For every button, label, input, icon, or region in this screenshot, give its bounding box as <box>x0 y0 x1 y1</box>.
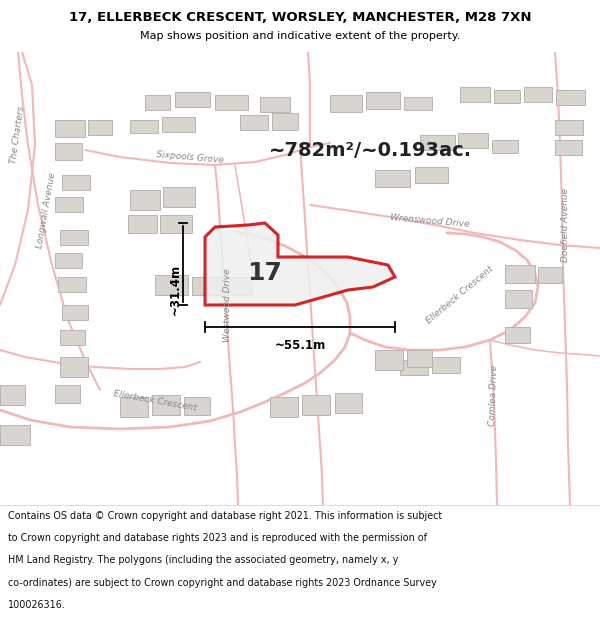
Polygon shape <box>60 230 88 245</box>
Polygon shape <box>192 277 222 295</box>
Polygon shape <box>60 357 88 377</box>
Text: 17, ELLERBECK CRESCENT, WORSLEY, MANCHESTER, M28 7XN: 17, ELLERBECK CRESCENT, WORSLEY, MANCHES… <box>69 11 531 24</box>
Polygon shape <box>432 357 460 373</box>
Polygon shape <box>62 175 90 190</box>
Polygon shape <box>524 87 552 102</box>
Polygon shape <box>130 120 158 133</box>
Text: Doefield Avenue: Doefield Avenue <box>560 188 569 262</box>
Polygon shape <box>88 120 112 135</box>
Text: ~31.4m: ~31.4m <box>169 264 182 315</box>
Text: HM Land Registry. The polygons (including the associated geometry, namely x, y: HM Land Registry. The polygons (includin… <box>8 556 398 566</box>
Polygon shape <box>55 120 85 137</box>
Polygon shape <box>375 170 410 187</box>
Polygon shape <box>62 305 88 320</box>
Polygon shape <box>130 190 160 210</box>
Text: Map shows position and indicative extent of the property.: Map shows position and indicative extent… <box>140 31 460 41</box>
Polygon shape <box>152 395 180 415</box>
Polygon shape <box>458 133 488 148</box>
Polygon shape <box>302 395 330 415</box>
Polygon shape <box>555 140 582 155</box>
Text: Longwall Avenue: Longwall Avenue <box>35 171 57 249</box>
Polygon shape <box>260 97 290 112</box>
Polygon shape <box>375 350 403 370</box>
Polygon shape <box>505 290 532 308</box>
Polygon shape <box>555 120 583 135</box>
Polygon shape <box>55 197 83 212</box>
Polygon shape <box>270 397 298 417</box>
Text: ~55.1m: ~55.1m <box>274 339 326 352</box>
Text: Ellerbeck Crescent: Ellerbeck Crescent <box>425 264 495 326</box>
Text: Westwood Drive: Westwood Drive <box>223 268 233 342</box>
Polygon shape <box>155 275 188 295</box>
Text: Wrenswood Drive: Wrenswood Drive <box>390 213 470 229</box>
Polygon shape <box>162 117 195 132</box>
Polygon shape <box>400 360 428 375</box>
Polygon shape <box>404 97 432 110</box>
Polygon shape <box>505 265 535 283</box>
Polygon shape <box>58 277 86 292</box>
Polygon shape <box>145 95 170 110</box>
Polygon shape <box>60 330 85 345</box>
Polygon shape <box>415 167 448 183</box>
Polygon shape <box>225 277 252 295</box>
Polygon shape <box>505 327 530 343</box>
Text: Sixpools Grove: Sixpools Grove <box>156 149 224 164</box>
Polygon shape <box>556 90 585 105</box>
Polygon shape <box>184 397 210 415</box>
Polygon shape <box>538 267 562 283</box>
Polygon shape <box>55 385 80 403</box>
Polygon shape <box>120 397 148 417</box>
Polygon shape <box>55 143 82 160</box>
Polygon shape <box>0 385 25 405</box>
Text: 100026316.: 100026316. <box>8 600 65 610</box>
Polygon shape <box>215 95 248 110</box>
Polygon shape <box>205 223 395 305</box>
Polygon shape <box>420 135 455 150</box>
Polygon shape <box>160 215 192 233</box>
Polygon shape <box>494 90 520 103</box>
Polygon shape <box>240 115 268 130</box>
Text: Ellerbeck Crescent: Ellerbeck Crescent <box>113 389 197 412</box>
Polygon shape <box>163 187 195 207</box>
Polygon shape <box>128 215 157 233</box>
Polygon shape <box>407 350 432 367</box>
Polygon shape <box>0 425 30 445</box>
Text: co-ordinates) are subject to Crown copyright and database rights 2023 Ordnance S: co-ordinates) are subject to Crown copyr… <box>8 578 437 587</box>
Text: 17: 17 <box>248 261 283 285</box>
Text: ~782m²/~0.193ac.: ~782m²/~0.193ac. <box>268 141 472 159</box>
Polygon shape <box>335 393 362 413</box>
Text: The Charters: The Charters <box>10 106 26 164</box>
Polygon shape <box>272 113 298 130</box>
Polygon shape <box>366 92 400 109</box>
Text: Comlea Drive: Comlea Drive <box>488 364 500 426</box>
Polygon shape <box>55 253 82 268</box>
Polygon shape <box>175 92 210 107</box>
Text: Contains OS data © Crown copyright and database right 2021. This information is : Contains OS data © Crown copyright and d… <box>8 511 442 521</box>
Polygon shape <box>330 95 362 112</box>
Polygon shape <box>492 140 518 153</box>
Text: to Crown copyright and database rights 2023 and is reproduced with the permissio: to Crown copyright and database rights 2… <box>8 533 427 543</box>
Polygon shape <box>460 87 490 102</box>
